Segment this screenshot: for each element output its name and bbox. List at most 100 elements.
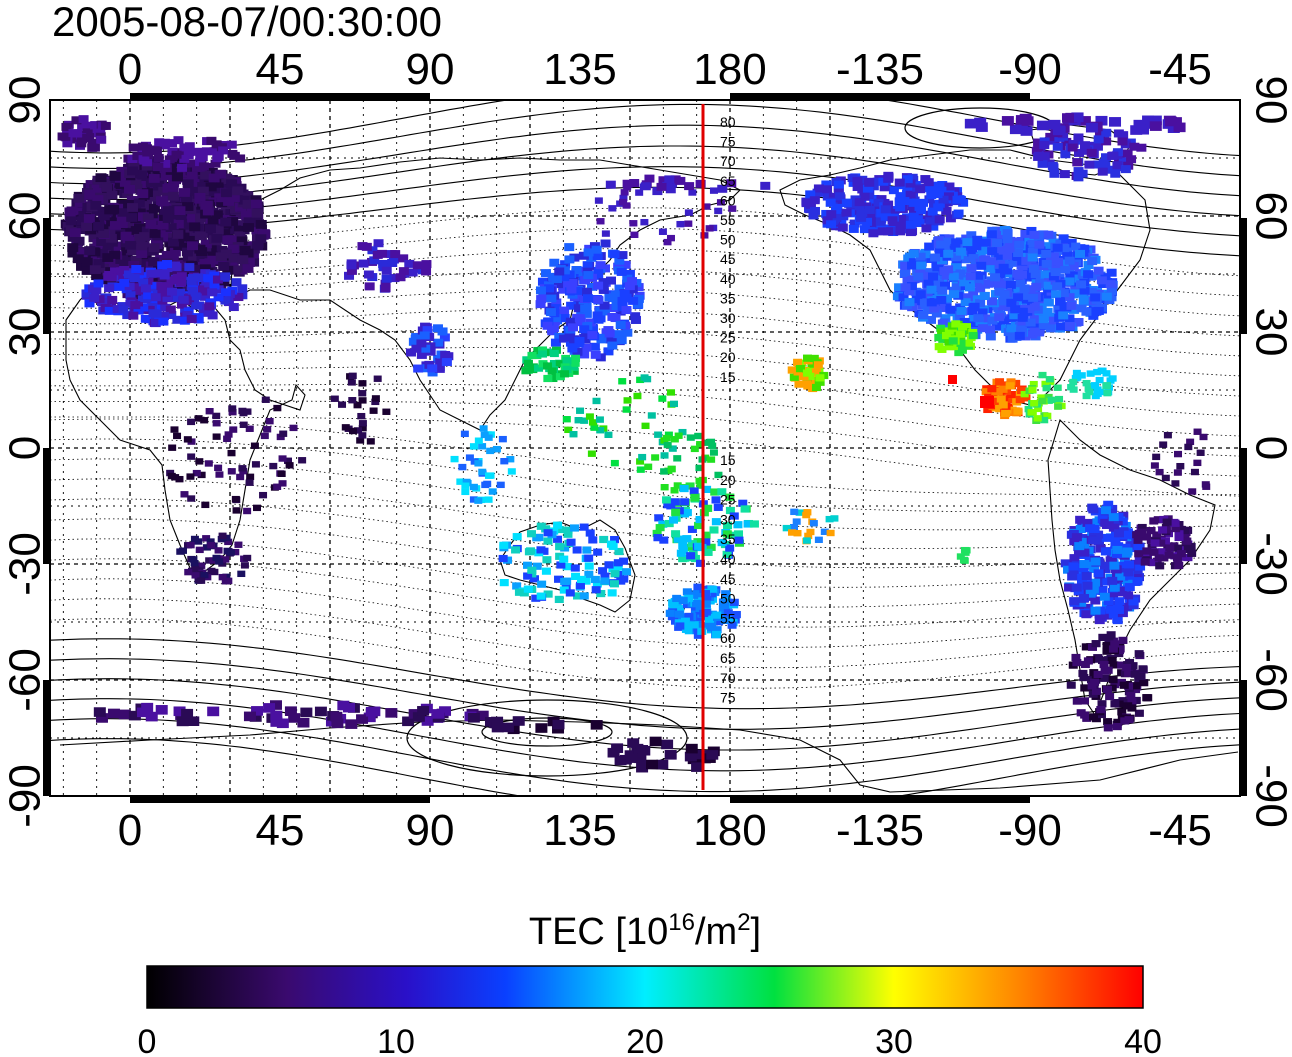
- tec-cell: [962, 293, 973, 302]
- tec-cell: [222, 225, 234, 235]
- tec-cell: [684, 182, 695, 191]
- tec-cell: [1096, 276, 1107, 285]
- tec-cell: [973, 314, 984, 323]
- tec-cell: [1107, 504, 1118, 513]
- tec-cell: [250, 195, 262, 205]
- tec-cell: [593, 315, 604, 324]
- tec-cell: [207, 215, 219, 225]
- tec-cell: [132, 152, 143, 161]
- tec-cell: [538, 360, 548, 368]
- tec-cell: [986, 257, 997, 266]
- tec-cell: [171, 157, 183, 167]
- tec-cell: [87, 284, 98, 293]
- tec-cell: [1080, 684, 1090, 692]
- tec-cell: [723, 522, 733, 530]
- tec-cell: [143, 291, 154, 300]
- tec-cell: [711, 496, 721, 504]
- tec-cell: [192, 147, 203, 156]
- tec-cell: [73, 236, 85, 246]
- tec-cell: [297, 717, 310, 728]
- tec-cell: [1088, 311, 1099, 320]
- tec-cell: [1074, 542, 1085, 551]
- tec-cell: [411, 344, 422, 353]
- tec-cell: [872, 177, 883, 186]
- tec-cell: [1164, 551, 1174, 559]
- tec-cell: [544, 284, 555, 293]
- tec-cell: [211, 233, 223, 243]
- tec-cell: [640, 182, 651, 191]
- tec-cell: [943, 192, 954, 201]
- tec-cell: [877, 227, 888, 236]
- tec-cell: [278, 455, 287, 462]
- tec-cell: [651, 454, 660, 461]
- tec-cell: [1093, 266, 1104, 275]
- tec-cell: [667, 389, 676, 396]
- tec-cell: [826, 220, 837, 229]
- tec-cell: [729, 512, 739, 520]
- tec-cell: [500, 457, 509, 465]
- tec-cell: [1033, 142, 1044, 151]
- tec-cell: [803, 354, 813, 362]
- tec-cell: [1100, 667, 1110, 675]
- tec-cell: [156, 282, 167, 291]
- tec-cell: [163, 282, 174, 291]
- tec-cell: [154, 138, 165, 147]
- tec-cell: [712, 626, 722, 634]
- tec-cell: [888, 208, 899, 217]
- tec-cell: [1103, 718, 1113, 726]
- tec-cell: [1021, 256, 1032, 265]
- tec-cell: [535, 286, 546, 295]
- tec-cell: [1079, 673, 1089, 682]
- tec-cell: [653, 534, 663, 542]
- tec-cell: [1040, 270, 1051, 279]
- tec-cell: [1025, 285, 1036, 294]
- tec-cell: [201, 501, 210, 509]
- tec-cell: [1069, 537, 1080, 546]
- tec-cell: [218, 532, 227, 539]
- tec-cell: [689, 487, 699, 495]
- tec-cell: [924, 195, 935, 204]
- tec-cell: [810, 379, 820, 388]
- tec-cell: [667, 465, 676, 473]
- tec-cell: [916, 261, 927, 270]
- tec-cell: [942, 237, 953, 246]
- tec-cell: [461, 482, 470, 489]
- tec-cell: [689, 621, 699, 629]
- tec-cell: [167, 191, 179, 201]
- tec-cell: [613, 330, 624, 339]
- tec-cell: [727, 621, 737, 629]
- tec-cell: [1010, 305, 1021, 314]
- tec-cell: [356, 437, 365, 444]
- tec-cell: [1004, 243, 1015, 252]
- tec-cell: [1134, 550, 1144, 558]
- tec-cell: [1079, 141, 1090, 150]
- tec-cell: [341, 424, 350, 431]
- tec-cell: [931, 261, 942, 270]
- lon-tick-label: -90: [998, 45, 1062, 94]
- tec-cell: [971, 242, 982, 251]
- tec-cell: [1172, 544, 1182, 552]
- tec-cell: [929, 304, 940, 313]
- tec-cell: [228, 408, 237, 416]
- tec-cell: [616, 267, 627, 276]
- tec-cell: [142, 148, 153, 157]
- tec-cell: [1058, 311, 1069, 320]
- tec-cell: [94, 295, 105, 304]
- tec-cell: [1098, 367, 1107, 375]
- tec-cell: [235, 154, 246, 163]
- tec-cell: [68, 129, 79, 138]
- tec-cell: [599, 301, 610, 310]
- tec-cell: [966, 242, 977, 251]
- tec-cell: [670, 487, 679, 494]
- graticule-grid: [50, 100, 1240, 796]
- tec-cell: [416, 339, 427, 348]
- tec-cell: [608, 205, 617, 212]
- tec-cell: [172, 230, 184, 239]
- tec-cell: [283, 457, 292, 464]
- tec-cell: [407, 268, 418, 277]
- tec-cell: [176, 300, 187, 309]
- tec-cell: [1089, 564, 1100, 573]
- tec-cell: [1048, 119, 1061, 130]
- tec-cell: [662, 496, 672, 504]
- tec-cell: [1117, 708, 1127, 716]
